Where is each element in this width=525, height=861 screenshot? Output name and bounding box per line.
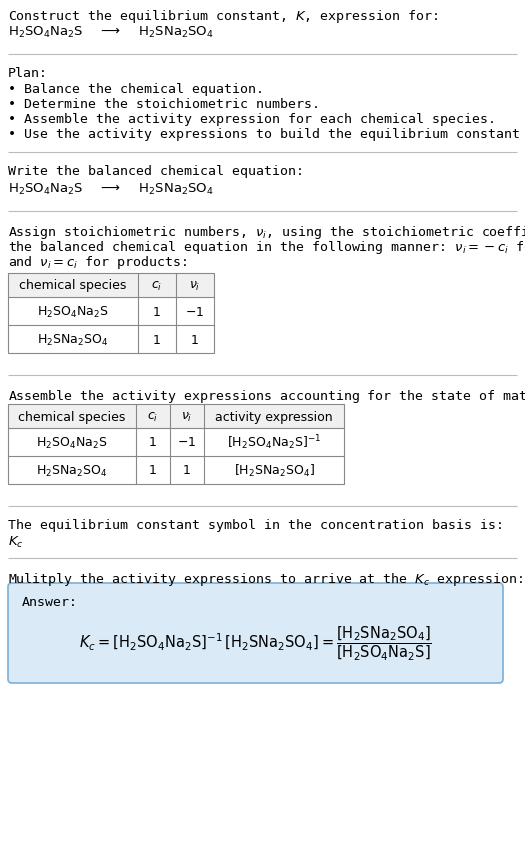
Text: $c_i$: $c_i$ [151, 279, 163, 292]
Bar [8, 405, 344, 429]
Text: $\mathrm{H_2SNa_2SO_4}$: $\mathrm{H_2SNa_2SO_4}$ [37, 332, 109, 347]
Text: $\nu_i$: $\nu_i$ [181, 410, 193, 423]
Bar [8, 405, 344, 485]
Text: Assemble the activity expressions accounting for the state of matter and $\nu_i$: Assemble the activity expressions accoun… [8, 387, 525, 405]
Text: Mulitply the activity expressions to arrive at the $K_c$ expression:: Mulitply the activity expressions to arr… [8, 570, 523, 587]
Text: $c_i$: $c_i$ [148, 410, 159, 423]
Text: chemical species: chemical species [19, 279, 127, 292]
Bar [8, 274, 214, 298]
Text: $\mathrm{H_2SO_4Na_2S}$  $\longrightarrow$  $\mathrm{H_2SNa_2SO_4}$: $\mathrm{H_2SO_4Na_2S}$ $\longrightarrow… [8, 182, 214, 197]
Text: $\mathrm{H_2SO_4Na_2S}$  $\longrightarrow$  $\mathrm{H_2SNa_2SO_4}$: $\mathrm{H_2SO_4Na_2S}$ $\longrightarrow… [8, 25, 214, 40]
Bar [8, 274, 214, 354]
Text: $[\mathrm{H_2SO_4Na_2S}]^{-1}$: $[\mathrm{H_2SO_4Na_2S}]^{-1}$ [227, 433, 321, 452]
Text: • Determine the stoichiometric numbers.: • Determine the stoichiometric numbers. [8, 98, 320, 111]
Text: $K_c = [\mathrm{H_2SO_4Na_2S}]^{-1}\,[\mathrm{H_2SNa_2SO_4}] = \dfrac{[\mathrm{H: $K_c = [\mathrm{H_2SO_4Na_2S}]^{-1}\,[\m… [79, 623, 432, 661]
Text: the balanced chemical equation in the following manner: $\nu_i = -c_i$ for react: the balanced chemical equation in the fo… [8, 238, 525, 256]
Text: Construct the equilibrium constant, $K$, expression for:: Construct the equilibrium constant, $K$,… [8, 8, 438, 25]
Text: $\mathrm{H_2SNa_2SO_4}$: $\mathrm{H_2SNa_2SO_4}$ [36, 463, 108, 478]
Text: $-1$: $-1$ [185, 305, 205, 318]
Text: • Assemble the activity expression for each chemical species.: • Assemble the activity expression for e… [8, 113, 496, 126]
Text: 1: 1 [191, 333, 199, 346]
Text: $\nu_i$: $\nu_i$ [190, 279, 201, 292]
Text: 1: 1 [149, 464, 157, 477]
Text: $-1$: $-1$ [177, 436, 196, 449]
Text: The equilibrium constant symbol in the concentration basis is:: The equilibrium constant symbol in the c… [8, 518, 504, 531]
Text: $K_c$: $K_c$ [8, 535, 24, 549]
Text: 1: 1 [153, 305, 161, 318]
FancyBboxPatch shape [8, 583, 503, 684]
Text: 1: 1 [153, 333, 161, 346]
Text: and $\nu_i = c_i$ for products:: and $\nu_i = c_i$ for products: [8, 254, 187, 270]
Text: $\mathrm{H_2SO_4Na_2S}$: $\mathrm{H_2SO_4Na_2S}$ [36, 435, 108, 450]
Text: • Balance the chemical equation.: • Balance the chemical equation. [8, 83, 264, 96]
Text: • Use the activity expressions to build the equilibrium constant expression.: • Use the activity expressions to build … [8, 127, 525, 141]
Text: Write the balanced chemical equation:: Write the balanced chemical equation: [8, 164, 304, 177]
Text: activity expression: activity expression [215, 410, 333, 423]
Text: $[\mathrm{H_2SNa_2SO_4}]$: $[\mathrm{H_2SNa_2SO_4}]$ [234, 462, 314, 479]
Text: Answer:: Answer: [22, 595, 78, 608]
Text: 1: 1 [149, 436, 157, 449]
Text: chemical species: chemical species [18, 410, 125, 423]
Text: 1: 1 [183, 464, 191, 477]
Text: Plan:: Plan: [8, 67, 48, 80]
Text: $\mathrm{H_2SO_4Na_2S}$: $\mathrm{H_2SO_4Na_2S}$ [37, 304, 109, 319]
Text: Assign stoichiometric numbers, $\nu_i$, using the stoichiometric coefficients, $: Assign stoichiometric numbers, $\nu_i$, … [8, 224, 525, 241]
